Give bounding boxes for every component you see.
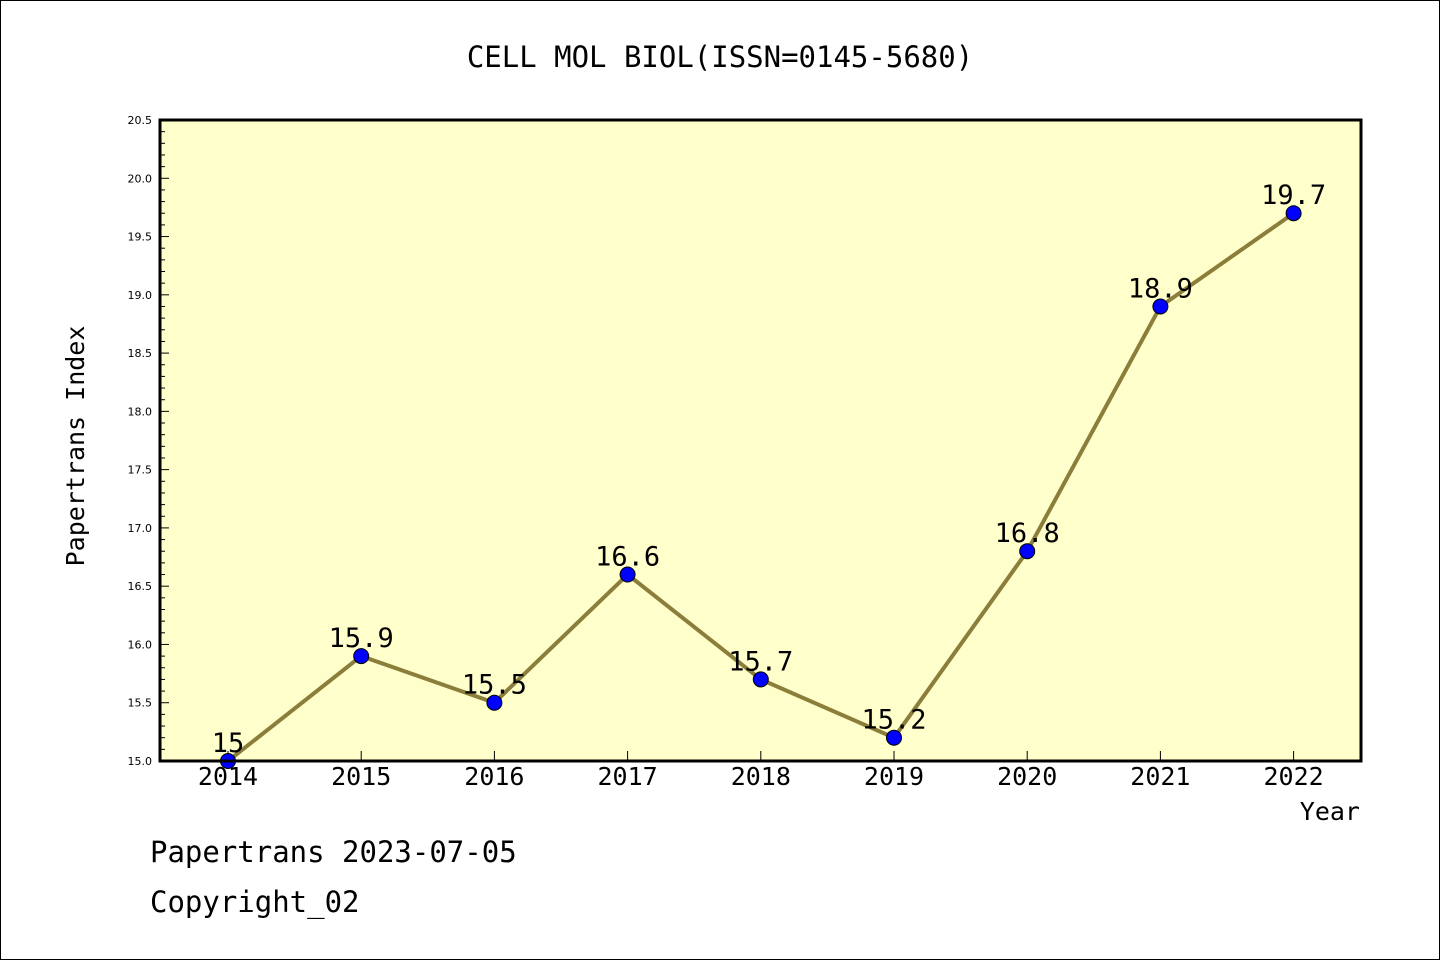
data-point [752,671,769,688]
footer-date-line: Papertrans 2023-07-05 [150,835,517,869]
data-label: 19.7 [1261,180,1326,211]
y-tick-label: 18.5 [128,347,153,360]
data-label: 18.9 [1128,273,1193,304]
chart-title: CELL MOL BIOL(ISSN=0145-5680) [467,40,973,74]
data-point [619,566,636,583]
data-point [1019,543,1036,560]
y-axis-label: Papertrans Index [61,326,90,567]
data-point [886,729,902,746]
y-tick-label: 15.5 [128,697,153,710]
y-tick-label: 20.5 [128,114,153,127]
y-tick-label: 18.0 [128,405,153,418]
y-tick-label: 19.0 [128,289,153,302]
data-point [486,694,503,711]
data-label: 15 [212,728,245,759]
data-point [1285,205,1302,222]
data-label: 15.2 [861,705,926,736]
x-tick-label: 2021 [1130,762,1190,791]
x-tick-label: 2018 [731,762,791,791]
y-tick-label: 20.0 [128,172,153,185]
data-labels: 15 15.9 15.5 16.6 15.7 15.2 16.8 18.9 19.7 [212,180,1326,759]
x-axis-label: Year [1300,797,1360,826]
x-tick-label: 2016 [464,762,524,791]
data-label: 15.7 [728,646,793,677]
x-tick-label: 2020 [997,762,1057,791]
x-tick-label: 2022 [1263,762,1323,791]
x-axis-ticks: 2014 2015 2016 2017 2018 2019 2020 2021 2022 [198,751,1324,791]
x-tick-label: 2017 [597,762,657,791]
data-point [353,648,370,665]
footer-copyright: Copyright_02 [150,885,360,919]
y-tick-label: 16.0 [128,638,153,651]
y-tick-label: 16.5 [128,580,153,593]
data-label: 15.9 [329,623,394,654]
y-tick-label: 17.0 [128,522,153,535]
x-tick-label: 2015 [331,762,391,791]
data-label: 16.8 [995,518,1060,549]
x-tick-label: 2019 [864,762,924,791]
y-tick-label: 19.5 [128,231,153,244]
data-point [1152,298,1169,315]
y-tick-label: 15.0 [128,755,153,768]
y-axis-ticks: 15.0 15.5 16.0 16.5 17.0 17.5 18.0 18.5 19.0 19.5… [128,114,169,768]
y-tick-label: 17.5 [128,464,153,477]
plot-area-border [158,118,1363,763]
data-label: 16.6 [595,542,660,573]
data-label: 15.5 [462,670,527,701]
